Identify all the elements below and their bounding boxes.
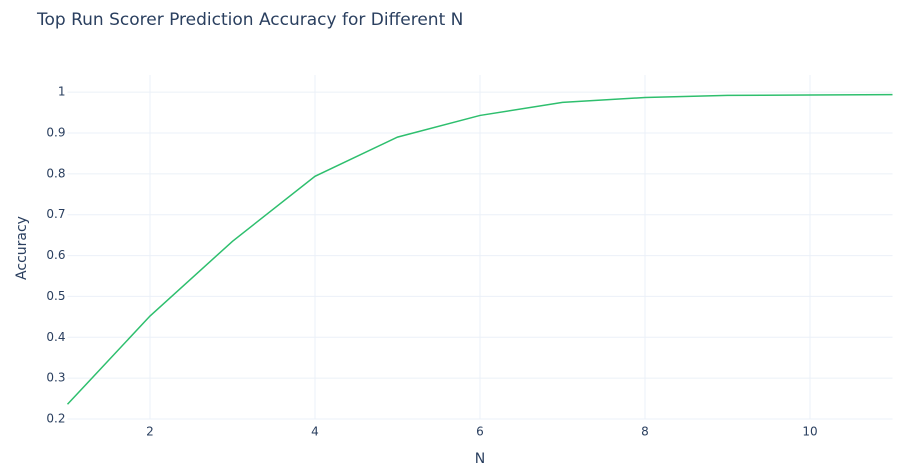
y-tick-label: 0.6 (46, 248, 65, 262)
x-tick-label: 10 (802, 425, 817, 439)
y-tick-label: 0.7 (46, 207, 65, 221)
y-tick-label: 1 (58, 85, 66, 99)
line (66, 93, 893, 405)
y-tick-label: 0.4 (46, 330, 65, 344)
y-tick-label: 0.2 (46, 412, 65, 426)
y-tick-label: 0.3 (46, 371, 65, 385)
x-tick-label: 6 (476, 425, 484, 439)
y-axis-title: Accuracy (14, 216, 30, 280)
y-tick-label: 0.9 (46, 126, 65, 140)
x-tick-label: 2 (146, 425, 154, 439)
x-tick-label: 4 (311, 425, 319, 439)
y-tick-label: 0.5 (46, 289, 65, 303)
chart-title: Top Run Scorer Prediction Accuracy for D… (36, 10, 463, 30)
x-tick-label: 8 (641, 425, 649, 439)
x-axis-title: N (475, 451, 485, 467)
y-tick-label: 0.8 (46, 166, 65, 180)
